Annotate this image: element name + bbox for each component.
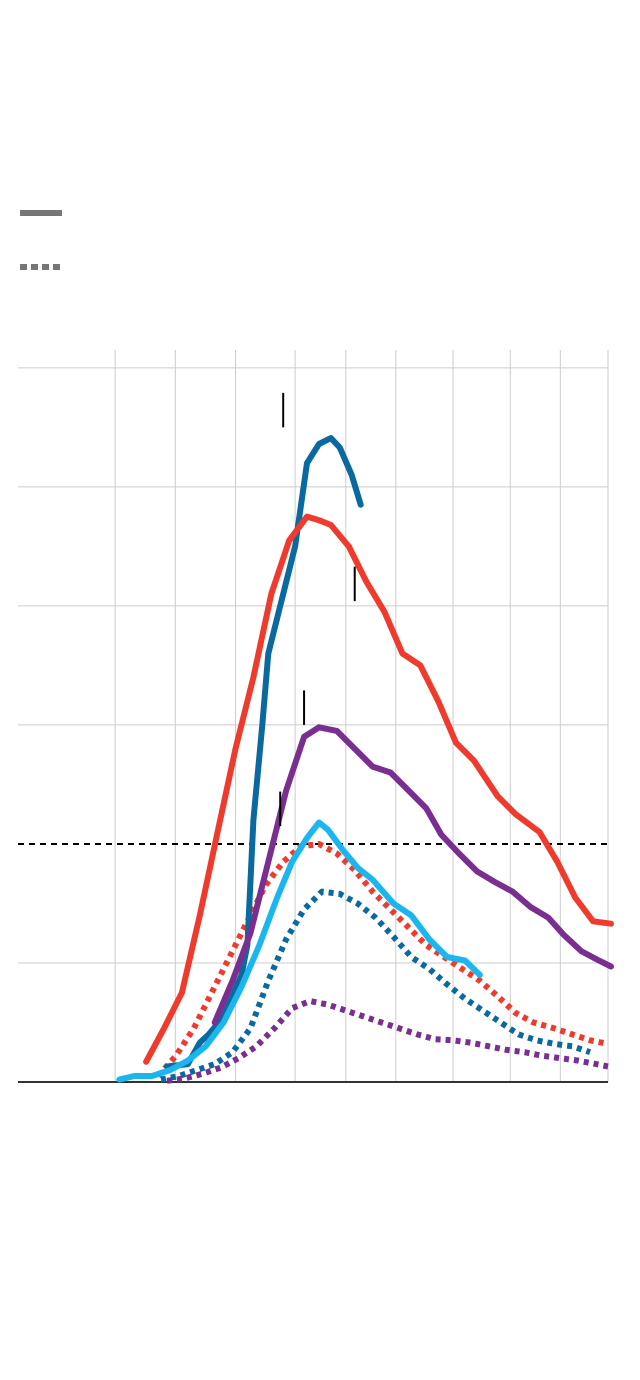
legend-dotted-line-swatch bbox=[20, 264, 62, 270]
series-line-solid-1 bbox=[143, 513, 614, 1065]
series-line-dotted-5 bbox=[160, 888, 592, 1083]
series-line-solid-3 bbox=[116, 819, 483, 1083]
legend-solid-line-swatch bbox=[20, 210, 62, 216]
series-line-dotted-6 bbox=[166, 998, 609, 1084]
series-line-solid-2 bbox=[211, 724, 614, 1026]
series-line-solid-0 bbox=[164, 435, 364, 1070]
